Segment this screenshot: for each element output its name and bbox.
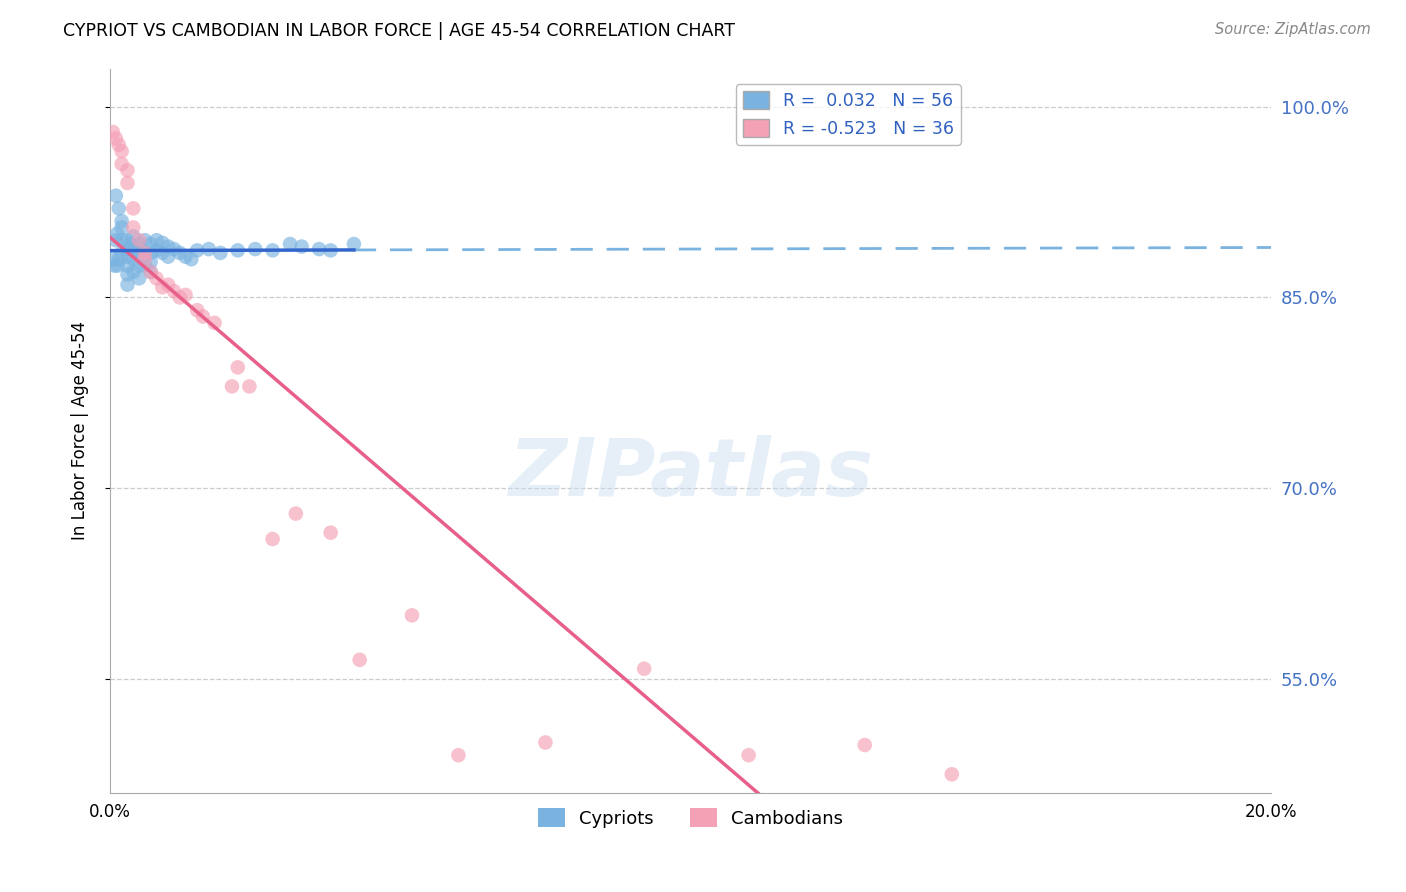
Text: ZIPatlas: ZIPatlas bbox=[508, 435, 873, 514]
Point bbox=[107, 137, 129, 152]
Point bbox=[111, 157, 134, 171]
Point bbox=[134, 246, 156, 260]
Point bbox=[186, 244, 208, 258]
Point bbox=[107, 202, 129, 216]
Point bbox=[145, 244, 167, 258]
Point bbox=[128, 246, 150, 260]
Point bbox=[343, 237, 366, 252]
Point bbox=[122, 229, 145, 244]
Point bbox=[111, 233, 134, 247]
Point bbox=[139, 246, 162, 260]
Point bbox=[128, 237, 150, 252]
Legend: Cypriots, Cambodians: Cypriots, Cambodians bbox=[530, 801, 851, 835]
Text: Source: ZipAtlas.com: Source: ZipAtlas.com bbox=[1215, 22, 1371, 37]
Point bbox=[308, 242, 330, 256]
Point bbox=[117, 259, 139, 273]
Point bbox=[107, 259, 129, 273]
Point bbox=[117, 268, 139, 282]
Point bbox=[104, 259, 127, 273]
Point bbox=[128, 233, 150, 247]
Point bbox=[139, 255, 162, 269]
Point bbox=[319, 244, 342, 258]
Point bbox=[122, 265, 145, 279]
Point bbox=[186, 303, 208, 318]
Point bbox=[169, 290, 191, 304]
Y-axis label: In Labor Force | Age 45-54: In Labor Force | Age 45-54 bbox=[72, 321, 89, 541]
Point bbox=[191, 310, 214, 324]
Point bbox=[447, 748, 470, 763]
Point bbox=[139, 265, 162, 279]
Point bbox=[150, 246, 173, 260]
Point bbox=[226, 360, 249, 375]
Point bbox=[117, 242, 139, 256]
Point bbox=[262, 244, 284, 258]
Point bbox=[125, 244, 148, 258]
Point bbox=[319, 525, 342, 540]
Point bbox=[291, 239, 314, 253]
Point bbox=[122, 242, 145, 256]
Point bbox=[117, 277, 139, 292]
Point bbox=[111, 144, 134, 158]
Point bbox=[262, 532, 284, 546]
Point bbox=[122, 202, 145, 216]
Point bbox=[117, 250, 139, 264]
Point bbox=[101, 125, 124, 139]
Point bbox=[401, 608, 423, 623]
Point bbox=[737, 748, 759, 763]
Point bbox=[180, 252, 202, 267]
Point bbox=[174, 288, 197, 302]
Point bbox=[139, 237, 162, 252]
Point bbox=[111, 214, 134, 228]
Point bbox=[139, 265, 162, 279]
Point bbox=[157, 277, 180, 292]
Point bbox=[120, 237, 142, 252]
Point bbox=[150, 280, 173, 294]
Point bbox=[163, 242, 186, 256]
Point bbox=[101, 252, 124, 267]
Point bbox=[104, 188, 127, 202]
Point bbox=[941, 767, 963, 781]
Point bbox=[163, 284, 186, 298]
Point bbox=[169, 246, 191, 260]
Point bbox=[633, 662, 655, 676]
Point bbox=[853, 738, 876, 752]
Text: CYPRIOT VS CAMBODIAN IN LABOR FORCE | AGE 45-54 CORRELATION CHART: CYPRIOT VS CAMBODIAN IN LABOR FORCE | AG… bbox=[63, 22, 735, 40]
Point bbox=[117, 233, 139, 247]
Point bbox=[157, 250, 180, 264]
Point bbox=[134, 233, 156, 247]
Point bbox=[145, 233, 167, 247]
Point bbox=[134, 252, 156, 267]
Point bbox=[128, 271, 150, 285]
Point bbox=[111, 246, 134, 260]
Point bbox=[174, 250, 197, 264]
Point bbox=[145, 271, 167, 285]
Point bbox=[117, 163, 139, 178]
Point bbox=[134, 259, 156, 273]
Point bbox=[111, 220, 134, 235]
Point bbox=[245, 242, 267, 256]
Point bbox=[157, 239, 180, 253]
Point bbox=[534, 735, 557, 749]
Point bbox=[197, 242, 219, 256]
Point bbox=[117, 176, 139, 190]
Point bbox=[122, 252, 145, 267]
Point bbox=[278, 237, 301, 252]
Point bbox=[226, 244, 249, 258]
Point bbox=[105, 227, 128, 241]
Point bbox=[107, 252, 129, 267]
Point bbox=[134, 246, 156, 260]
Point bbox=[238, 379, 260, 393]
Point bbox=[221, 379, 243, 393]
Point bbox=[122, 220, 145, 235]
Point bbox=[284, 507, 307, 521]
Point bbox=[349, 653, 371, 667]
Point bbox=[209, 246, 232, 260]
Point bbox=[150, 235, 173, 250]
Point bbox=[128, 259, 150, 273]
Point bbox=[104, 131, 127, 145]
Point bbox=[204, 316, 226, 330]
Point bbox=[104, 233, 127, 247]
